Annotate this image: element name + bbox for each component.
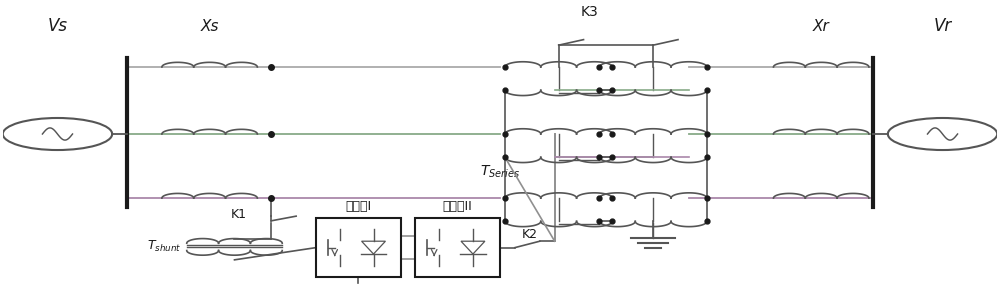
Text: $T_{Series}$: $T_{Series}$	[480, 164, 520, 180]
Text: 换流器II: 换流器II	[443, 200, 473, 213]
Text: Xr: Xr	[813, 19, 830, 34]
Text: 换流器I: 换流器I	[345, 200, 371, 213]
Bar	[316, 219, 401, 277]
Text: Xs: Xs	[200, 19, 219, 34]
Text: Vs: Vs	[47, 17, 67, 35]
Text: K1: K1	[230, 208, 246, 221]
Bar	[415, 219, 500, 277]
Text: K2: K2	[522, 228, 538, 241]
Text: Vr: Vr	[933, 17, 952, 35]
Text: K3: K3	[581, 5, 598, 19]
Text: $T_{shunt}$: $T_{shunt}$	[147, 238, 182, 254]
